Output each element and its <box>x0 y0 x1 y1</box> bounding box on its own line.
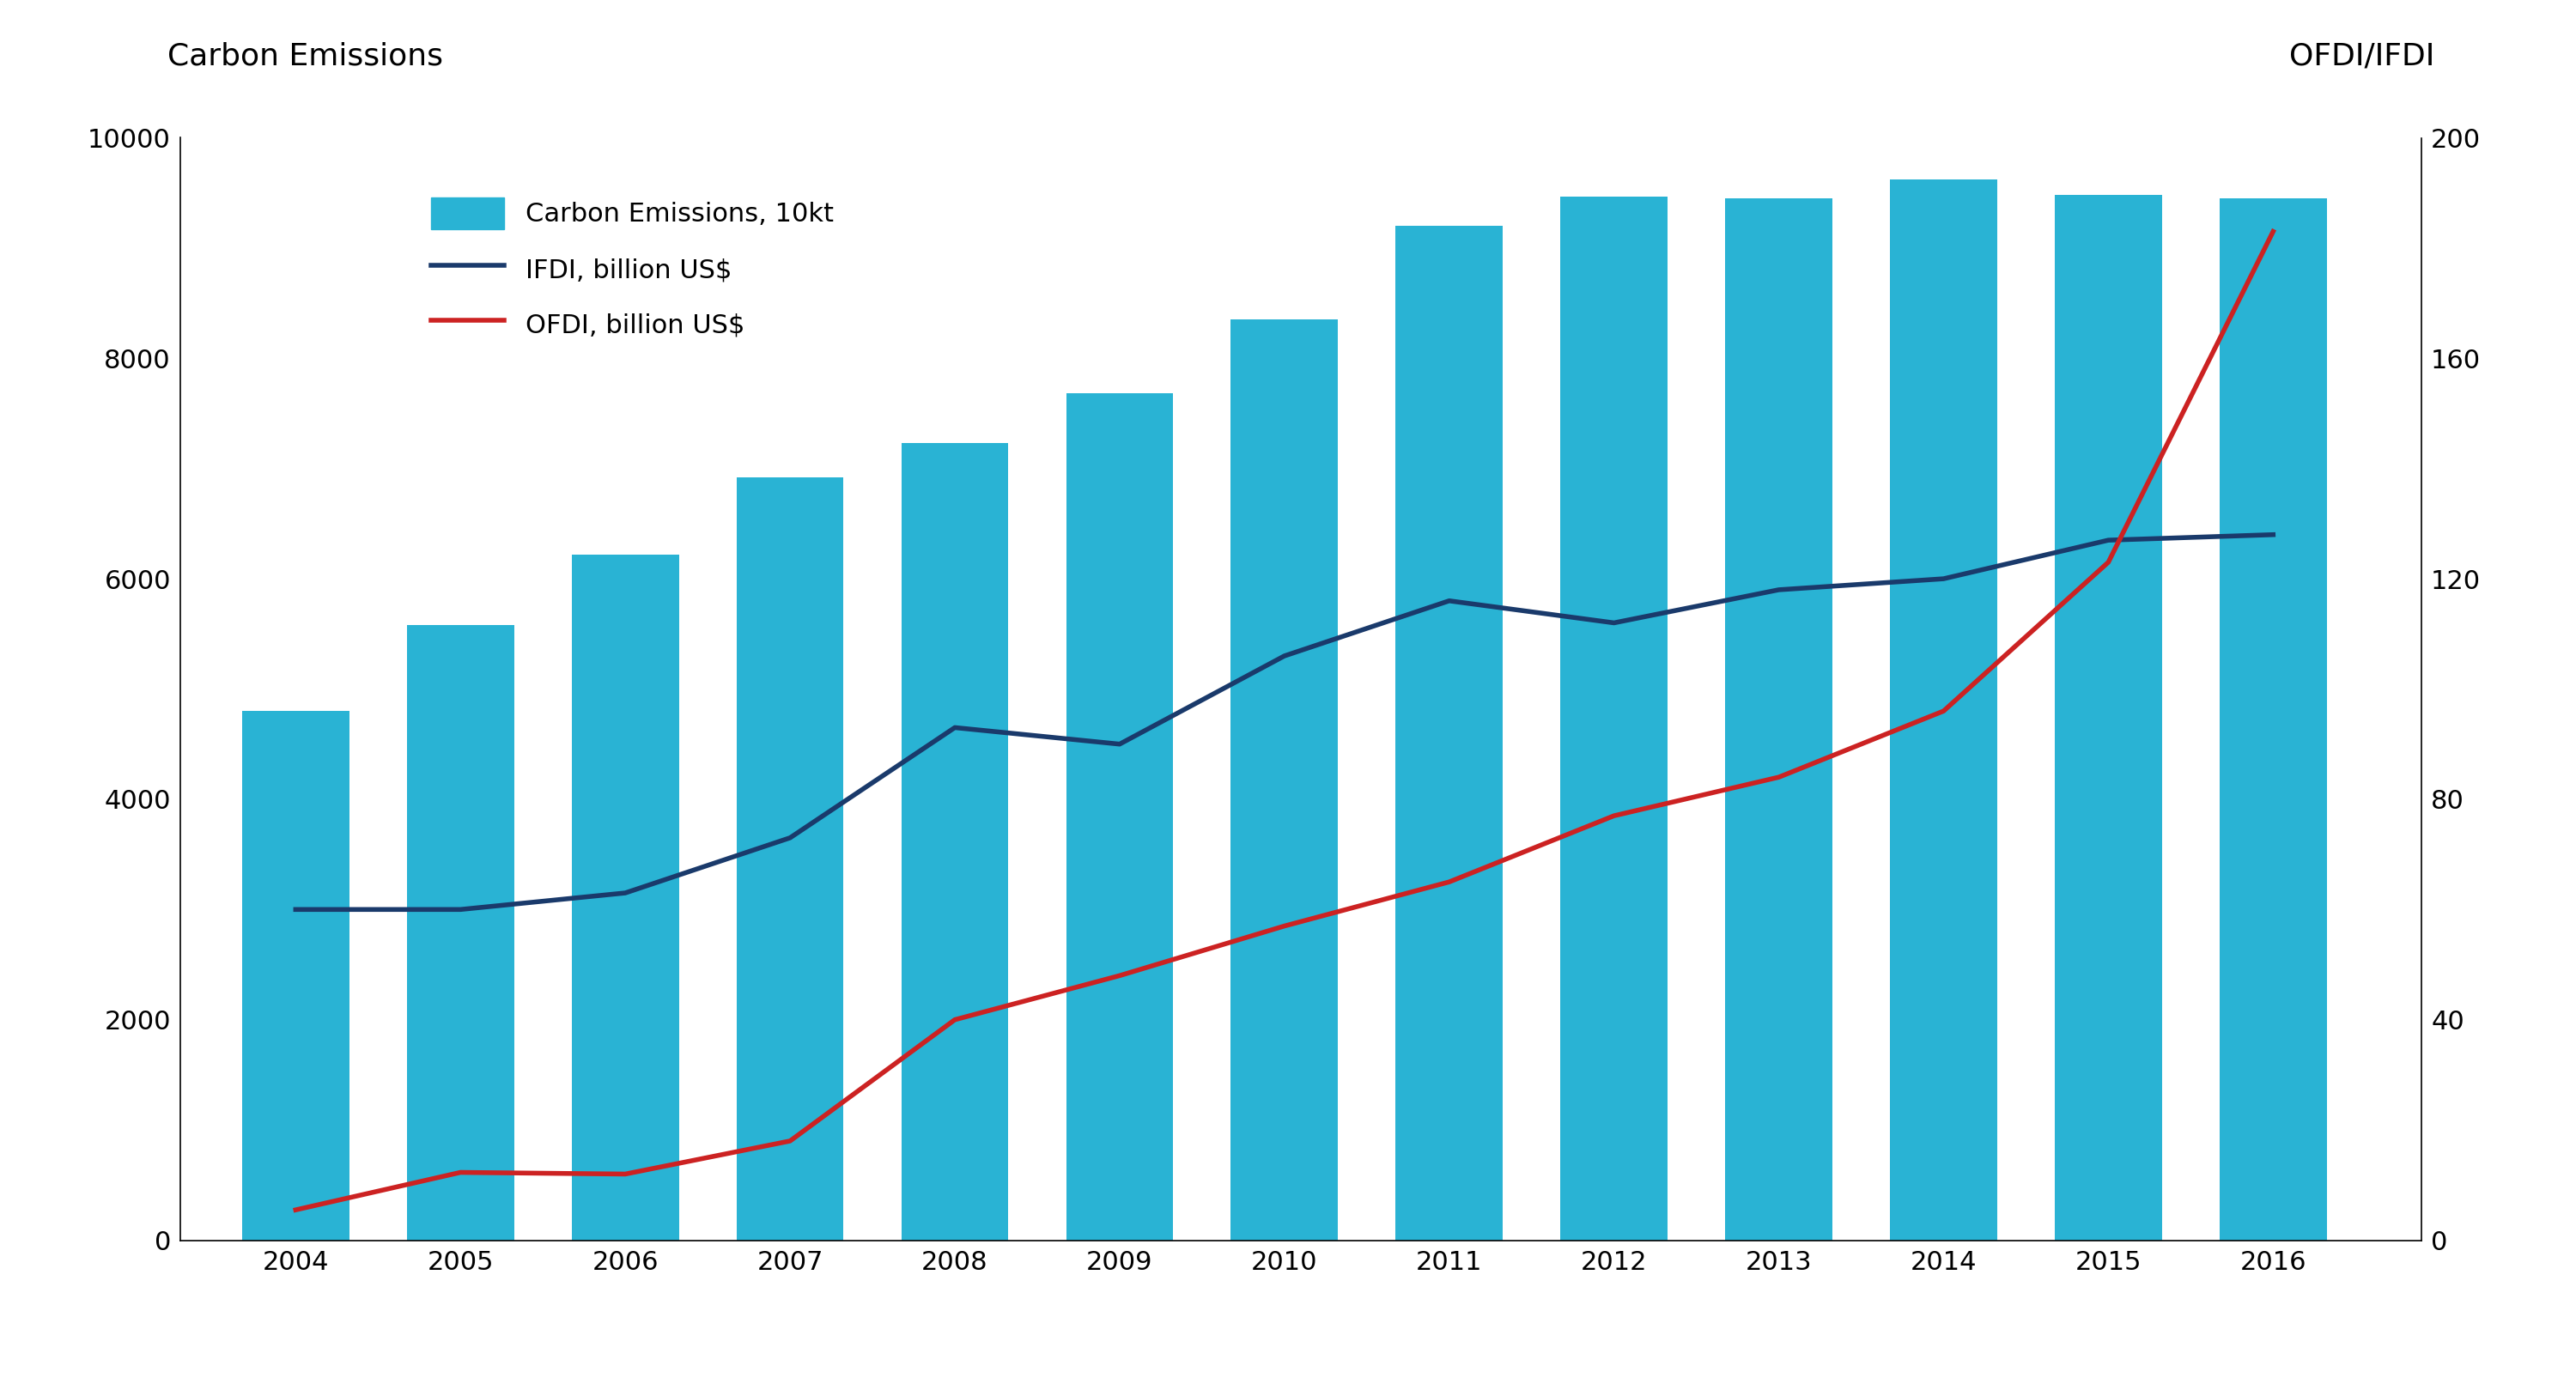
Bar <box>1396 226 1502 1240</box>
Bar <box>572 554 680 1240</box>
Legend: Carbon Emissions, 10kt, IFDI, billion US$, OFDI, billion US$: Carbon Emissions, 10kt, IFDI, billion US… <box>417 185 848 354</box>
Bar <box>902 444 1007 1240</box>
Bar <box>407 626 515 1240</box>
Bar <box>737 477 842 1240</box>
Bar <box>1231 320 1337 1240</box>
Text: Carbon Emissions: Carbon Emissions <box>167 41 443 70</box>
Bar <box>1561 196 1667 1240</box>
Bar <box>242 711 350 1240</box>
Bar <box>2056 196 2161 1240</box>
Bar <box>2221 198 2326 1240</box>
Bar <box>1066 394 1172 1240</box>
Bar <box>1726 198 1832 1240</box>
Bar <box>1891 179 1996 1240</box>
Text: OFDI/IFDI: OFDI/IFDI <box>2290 41 2434 70</box>
